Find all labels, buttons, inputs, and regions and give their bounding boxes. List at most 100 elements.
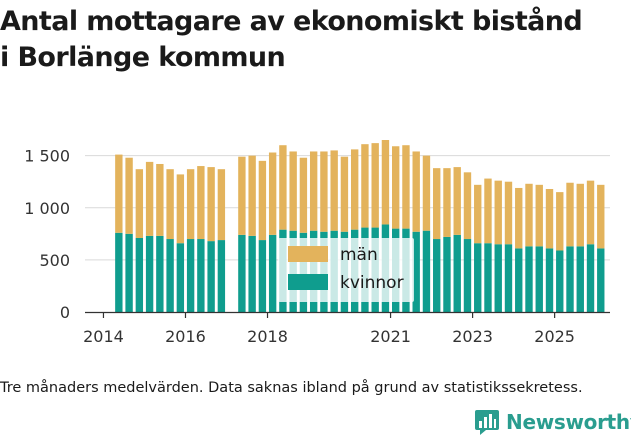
bar-man (474, 184, 482, 244)
bar-kvinnor (125, 233, 133, 312)
bar-man (156, 163, 164, 236)
bar-kvinnor (525, 246, 533, 312)
bar-man (463, 172, 472, 240)
chart-caption: Tre månaders medelvärden. Data saknas ib… (0, 380, 583, 396)
bar-kvinnor (556, 250, 564, 312)
x-axis: 2014 2016 2018 2021 2023 2025 (83, 311, 610, 346)
bar-chart-icon (475, 410, 499, 435)
bar-man (586, 180, 595, 245)
bar-man (299, 157, 308, 233)
legend-label: män (340, 245, 378, 265)
bar-kvinnor (433, 239, 441, 312)
bar-kvinnor (566, 246, 574, 312)
bar-man (238, 156, 246, 235)
bar-man (525, 183, 533, 247)
brand-name: Newsworthy (506, 410, 631, 434)
bar-man (248, 155, 256, 236)
bar-kvinnor (115, 232, 123, 312)
bar-man (309, 151, 318, 231)
bar-man (350, 149, 359, 230)
legend-swatch (288, 274, 328, 290)
bar-man (125, 157, 133, 234)
bar-man (258, 160, 267, 241)
bar-kvinnor (197, 239, 205, 312)
newsworthy-logo[interactable]: Newsworthy (474, 408, 631, 436)
bar-man (115, 154, 123, 233)
bar-man (535, 184, 543, 247)
bar-kvinnor (248, 235, 256, 312)
x-tick-label: 2023 (452, 327, 493, 346)
y-tick-label: 0 (60, 303, 70, 322)
bar-kvinnor (145, 235, 154, 312)
bar-man (197, 166, 205, 240)
bar-kvinnor (207, 241, 215, 312)
x-tick-label: 2018 (247, 327, 288, 346)
bar-man (330, 150, 338, 231)
bar-man (166, 169, 174, 240)
bar-man (515, 187, 523, 249)
bar-kvinnor (156, 235, 164, 312)
bar-man (145, 161, 154, 236)
legend-label: kvinnor (340, 273, 404, 293)
bar-kvinnor (217, 240, 226, 312)
bar-kvinnor (545, 248, 554, 312)
bar-kvinnor (186, 239, 195, 312)
x-tick-label: 2021 (370, 327, 411, 346)
bar-man (320, 151, 328, 232)
bar-man (186, 169, 195, 240)
bar-kvinnor (135, 237, 144, 312)
bar-man (566, 182, 574, 247)
bar-kvinnor (166, 239, 174, 312)
bar-man (443, 168, 451, 237)
bar-kvinnor (268, 234, 277, 312)
bar-man (176, 174, 185, 244)
bar-kvinnor (238, 234, 246, 312)
bar-kvinnor (474, 243, 482, 312)
chart-title: Antal mottagare av ekonomiskt bistånd i … (0, 4, 631, 76)
y-tick-label: 1 000 (24, 199, 70, 218)
bar-kvinnor (422, 230, 431, 312)
chart-title-line-2: i Borlänge kommun (0, 42, 286, 73)
bar-kvinnor (494, 244, 502, 312)
bar-man (207, 167, 215, 242)
bar-man (217, 169, 226, 241)
bar-man (361, 144, 369, 228)
bar-man (381, 140, 390, 225)
x-tick-label: 2025 (534, 327, 575, 346)
bar-man (135, 169, 144, 238)
bar-man (453, 167, 461, 235)
bar-kvinnor (176, 243, 185, 312)
legend: män kvinnor (278, 238, 414, 302)
bar-man (494, 180, 502, 245)
bar-man (556, 192, 564, 251)
bar-man (340, 156, 349, 232)
bar-man (576, 183, 584, 247)
x-tick-label: 2016 (165, 327, 206, 346)
bar-man (422, 155, 431, 231)
y-tick-label: 500 (39, 251, 70, 270)
bar-man (371, 143, 379, 228)
y-tick-label: 1 500 (24, 147, 70, 166)
bar-kvinnor (586, 244, 595, 312)
bar-kvinnor (463, 239, 472, 312)
bar-man (597, 184, 605, 249)
legend-swatch (288, 246, 328, 262)
bar-kvinnor (258, 240, 267, 312)
bar-man (504, 181, 513, 245)
x-tick-label: 2014 (83, 327, 124, 346)
bar-man (545, 188, 554, 249)
bar-kvinnor (535, 246, 543, 312)
bar-kvinnor (504, 244, 513, 312)
chart-title-line-1: Antal mottagare av ekonomiskt bistånd (0, 6, 583, 37)
bar-kvinnor (412, 231, 420, 312)
bar-man (412, 151, 420, 232)
bar-man (392, 146, 400, 229)
bar-kvinnor (515, 248, 523, 312)
bar-kvinnor (576, 246, 584, 312)
bar-man (279, 145, 287, 230)
bar-kvinnor (443, 236, 451, 312)
bar-man (289, 151, 297, 231)
bar-man (433, 168, 441, 240)
bar-man (484, 178, 492, 244)
